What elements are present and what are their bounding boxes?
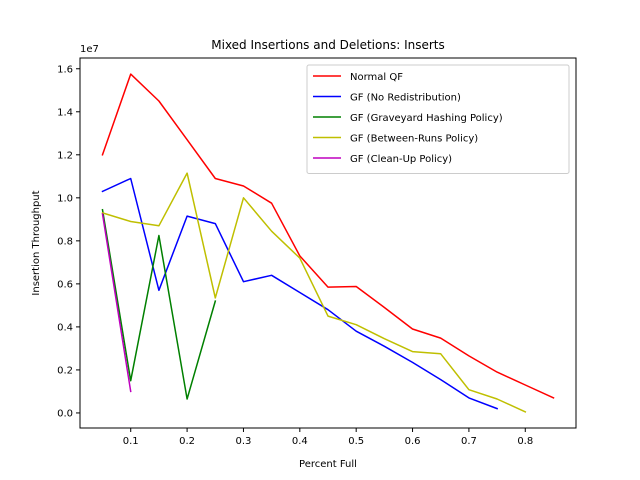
y-tick-label: 0.0 [57,408,73,419]
x-tick-label: 0.8 [517,436,533,447]
plot-area [101,73,555,413]
y-tick-label: 0.4 [57,322,73,333]
x-tick-label: 0.4 [292,436,308,447]
chart-title: Mixed Insertions and Deletions: Inserts [211,38,445,52]
series-line-3 [101,208,217,400]
y-axis-label: Insertion Throughput [31,190,42,295]
y-tick-label: 1.0 [57,193,73,204]
x-tick-label: 0.2 [179,436,195,447]
x-axis-label: Percent Full [299,459,357,470]
series-line-5 [101,213,132,393]
legend: Normal QF GF (No Redistribution) GF (Grave… [306,64,570,174]
y-tick-label: 0.6 [57,279,73,290]
legend-label: Normal QF [350,72,403,83]
legend-label: GF (No Redistribution) [350,93,461,104]
y-tick-label: 1.4 [57,107,73,118]
axes-frame [79,57,577,429]
series-line-4 [101,172,527,413]
y-scale-label: 1e7 [80,44,99,55]
series-line-1 [101,73,555,399]
series-line-2 [101,177,499,410]
legend-label: GF (Clean-Up Policy) [350,154,452,165]
y-tick-label: 0.8 [57,236,73,247]
x-tick-label: 0.6 [405,436,421,447]
x-tick-label: 0.1 [123,436,139,447]
y-axis: 0.0 0.2 0.4 0.6 0.8 1.0 1.2 1.4 1.6 [57,64,80,419]
y-tick-label: 1.6 [57,64,73,75]
x-tick-label: 0.5 [348,436,364,447]
legend-label: GF (Graveyard Hashing Policy) [350,113,503,124]
y-tick-label: 0.2 [57,365,73,376]
x-tick-label: 0.7 [461,436,477,447]
legend-box [306,64,570,174]
y-tick-label: 1.2 [57,150,73,161]
x-tick-label: 0.3 [236,436,252,447]
x-axis: 0.1 0.2 0.3 0.4 0.5 0.6 0.7 0.8 [123,428,533,447]
legend-label: GF (Between-Runs Policy) [350,134,478,145]
